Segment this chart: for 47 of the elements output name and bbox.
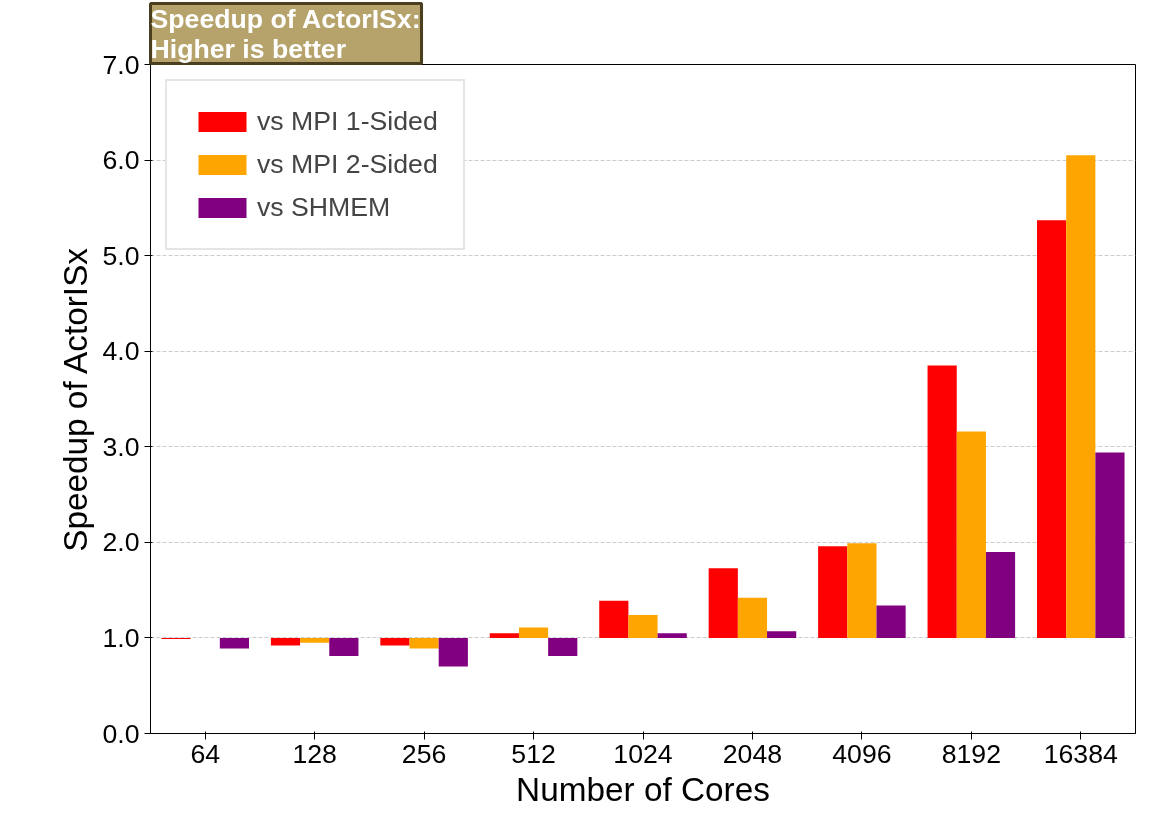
bar bbox=[1095, 452, 1125, 638]
x-tick-label: 512 bbox=[511, 738, 556, 769]
x-axis-title: Number of Cores bbox=[516, 770, 770, 808]
y-tick-label: 6.0 bbox=[102, 145, 140, 176]
bar bbox=[219, 637, 249, 649]
bar bbox=[329, 637, 359, 657]
bar bbox=[409, 637, 439, 649]
bar bbox=[657, 633, 687, 638]
y-tick-label: 4.0 bbox=[102, 336, 140, 367]
y-tick-label: 1.0 bbox=[102, 622, 140, 653]
bar bbox=[847, 543, 877, 638]
bar bbox=[708, 568, 738, 638]
bar bbox=[927, 365, 957, 638]
bar bbox=[628, 614, 658, 638]
x-tick-label: 1024 bbox=[613, 738, 673, 769]
bar bbox=[876, 605, 906, 638]
bar bbox=[438, 637, 468, 667]
y-tick-label: 7.0 bbox=[102, 49, 140, 80]
bar bbox=[737, 597, 768, 638]
bar bbox=[489, 633, 519, 638]
x-tick-label: 16384 bbox=[1043, 738, 1119, 769]
x-tick-label: 4096 bbox=[832, 738, 892, 769]
x-tick-label: 128 bbox=[292, 738, 337, 769]
bar bbox=[270, 637, 301, 646]
bar bbox=[956, 431, 986, 638]
bar bbox=[518, 627, 549, 638]
x-tick-label: 8192 bbox=[941, 738, 1001, 769]
legend-label: vs MPI 1-Sided bbox=[257, 106, 438, 137]
legend-label: vs MPI 2-Sided bbox=[257, 149, 438, 180]
legend-label: vs SHMEM bbox=[257, 192, 391, 223]
bar bbox=[1066, 155, 1096, 638]
x-tick-label: 2048 bbox=[722, 738, 783, 769]
bar bbox=[767, 631, 797, 638]
bar bbox=[548, 637, 578, 657]
x-tick-label: 256 bbox=[401, 738, 447, 769]
bar bbox=[300, 637, 330, 643]
y-tick-label: 2.0 bbox=[102, 527, 140, 558]
y-tick-label: 5.0 bbox=[102, 240, 140, 271]
bar bbox=[599, 600, 629, 638]
bar bbox=[1037, 220, 1067, 638]
y-tick-label: 0.0 bbox=[102, 718, 140, 749]
bar bbox=[985, 551, 1016, 638]
x-tick-label: 64 bbox=[190, 738, 221, 769]
bar bbox=[818, 546, 848, 638]
y-axis-title: Speedup of ActorISx bbox=[57, 247, 95, 552]
y-tick-label: 3.0 bbox=[102, 431, 140, 462]
bar bbox=[380, 637, 410, 646]
